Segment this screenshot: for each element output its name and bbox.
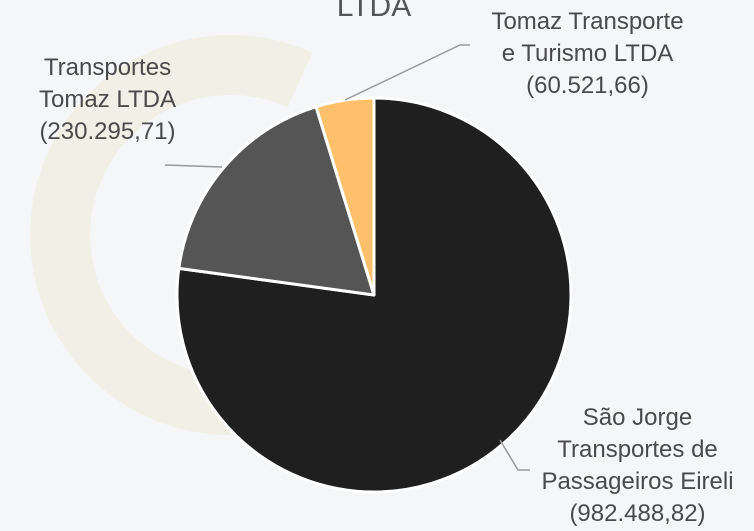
pie-slice: [314, 96, 376, 297]
slice-label: São Jorge Transportes de Passageiros Eir…: [530, 402, 745, 530]
pie-slice: [177, 105, 376, 297]
leader-lines: [164, 44, 530, 471]
label-value: (982.488,82): [569, 500, 706, 527]
label-value: (60.521,66): [526, 72, 649, 99]
label-name: Tomaz Transporte e Turismo LTDA: [491, 8, 684, 67]
chart-title: LTDA: [337, 0, 411, 23]
leader-line: [164, 164, 223, 168]
watermark: [30, 35, 313, 435]
label-name: Transportes Tomaz LTDA: [39, 54, 176, 113]
pie-slice: [175, 96, 573, 494]
leader-line: [344, 44, 470, 101]
label-name: São Jorge Transportes de Passageiros Eir…: [541, 404, 734, 495]
slice-label: Tomaz Transporte e Turismo LTDA (60.521,…: [485, 6, 690, 102]
slices: [175, 96, 573, 494]
slice-label: Transportes Tomaz LTDA (230.295,71): [15, 52, 200, 148]
watermark-shape: [30, 35, 313, 435]
leader-line: [499, 439, 530, 471]
label-value: (230.295,71): [39, 118, 176, 145]
